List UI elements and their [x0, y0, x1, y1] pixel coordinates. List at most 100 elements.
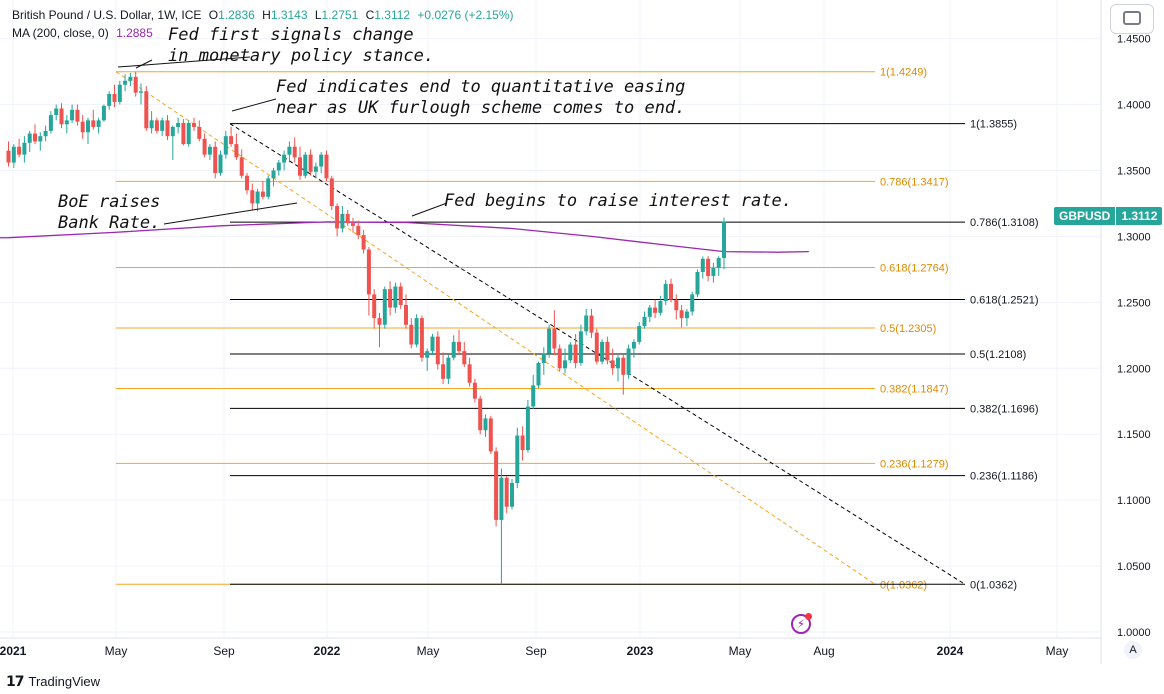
candle-body	[239, 157, 244, 176]
candle-body	[494, 451, 499, 520]
candle-body	[48, 115, 53, 131]
candle	[234, 133, 239, 160]
candle-body	[414, 318, 419, 345]
fib-label-black: 0.618(1.2521)	[970, 295, 1039, 307]
fib-label-orange: 0.236(1.1279)	[880, 458, 949, 470]
candle-body	[520, 435, 525, 451]
candle	[207, 144, 212, 160]
candle	[446, 355, 451, 385]
candle	[419, 315, 424, 362]
candle-body	[584, 315, 589, 332]
candle-body	[319, 154, 324, 167]
annotation-fed-raise: Fed begins to raise interest rate.	[444, 191, 792, 211]
candle-body	[594, 332, 599, 362]
candle-body	[589, 315, 594, 333]
candle	[313, 162, 318, 179]
candle	[557, 344, 562, 371]
candle-body	[197, 126, 202, 139]
ma-legend: MA (200, close, 0) 1.2885	[12, 26, 157, 40]
candle-body	[128, 76, 133, 81]
candle	[658, 295, 663, 316]
candle	[515, 427, 520, 489]
settings-icon	[1123, 11, 1141, 25]
candle-body	[75, 109, 80, 122]
candle-body	[213, 146, 218, 174]
candle-body	[531, 385, 536, 407]
candle	[303, 152, 308, 179]
candle-body	[245, 175, 249, 191]
candle	[64, 115, 69, 134]
candle-body	[154, 120, 159, 131]
bolt-icon[interactable]: ⚡	[791, 613, 812, 634]
price-tick-label: 1.3500	[1117, 165, 1151, 177]
candle	[80, 115, 85, 139]
time-tick-label: Aug	[813, 644, 834, 658]
candle	[96, 117, 101, 134]
close-label: C	[365, 8, 375, 22]
candle	[430, 333, 435, 356]
notification-dot	[805, 613, 812, 620]
candle-body	[446, 357, 451, 379]
candle	[128, 72, 133, 87]
candle	[324, 150, 329, 182]
candle-body	[525, 406, 530, 451]
candle-body	[6, 150, 11, 163]
candle-body	[107, 93, 112, 106]
candle-body	[229, 136, 234, 145]
candle-body	[59, 108, 64, 125]
candle-body	[27, 133, 32, 143]
candle	[239, 149, 244, 179]
candle-body	[64, 120, 69, 125]
candle-body	[351, 223, 355, 226]
candle-body	[621, 357, 626, 375]
candle-body	[144, 91, 149, 129]
candle	[43, 125, 48, 142]
time-axis: 2021 May Sep 2022 May Sep 2023 May Aug 2024 May	[0, 644, 1068, 658]
candle	[112, 84, 117, 108]
candle-body	[722, 221, 726, 259]
candle	[197, 120, 202, 142]
low-label: L	[314, 8, 322, 22]
candle	[186, 120, 191, 147]
candle	[229, 126, 234, 147]
ma-value: 1.2885	[116, 26, 153, 40]
trend-lines	[115, 71, 966, 585]
candle-body	[499, 477, 504, 520]
candle	[70, 104, 75, 123]
candle-body	[101, 105, 106, 121]
tradingview-logo-icon: 𝟭𝟳	[6, 673, 25, 689]
candle	[27, 130, 32, 152]
annotation-pointers	[117, 56, 448, 225]
candle-body	[292, 146, 297, 158]
candle	[366, 246, 371, 316]
candle-body	[192, 122, 196, 127]
annotation-pointer	[163, 202, 298, 225]
candle-body	[298, 157, 302, 176]
candle	[38, 132, 43, 151]
candle	[170, 125, 175, 160]
candle	[287, 141, 292, 163]
auto-scale-button[interactable]: A	[1124, 641, 1142, 659]
candle	[117, 80, 122, 105]
candle	[435, 331, 440, 370]
candle	[488, 415, 493, 454]
candle-body	[96, 120, 101, 127]
candle-body	[563, 360, 567, 369]
candle	[298, 146, 302, 180]
candle	[356, 220, 361, 240]
tradingview-brand[interactable]: 𝟭𝟳 TradingView	[6, 673, 100, 690]
candle	[398, 282, 403, 309]
candle-body	[86, 120, 90, 133]
candle	[573, 333, 578, 369]
candle-body	[271, 170, 276, 179]
candle	[329, 175, 334, 211]
candle-body	[430, 336, 435, 352]
candle-body	[282, 154, 287, 163]
candle	[144, 86, 149, 131]
candle-body	[388, 289, 393, 308]
chart-settings-button[interactable]	[1110, 4, 1154, 34]
candle-body	[568, 344, 573, 361]
price-tick-label: 1.2500	[1117, 297, 1151, 309]
candle	[176, 117, 181, 134]
